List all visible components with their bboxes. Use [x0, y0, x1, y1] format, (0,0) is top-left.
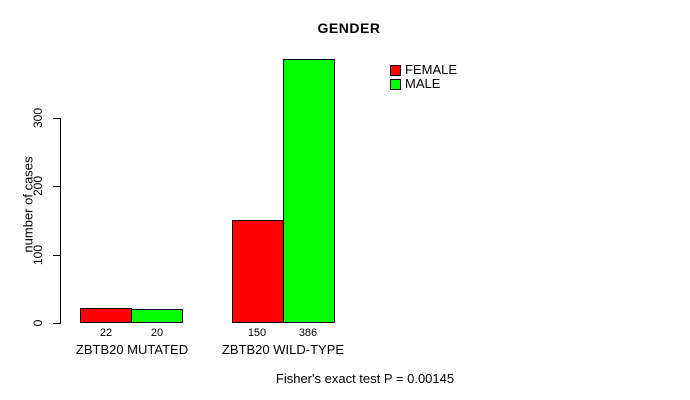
category-label-zbtb20-mutated: ZBTB20 MUTATED: [75, 342, 189, 357]
legend-item-female: FEMALE: [390, 63, 457, 77]
bar-value-label: 386: [298, 327, 318, 339]
bar-male-zbtb20-wild-type: [283, 59, 335, 323]
category-label-zbtb20-wild-type: ZBTB20 WILD-TYPE: [221, 342, 345, 357]
y-axis-line: [60, 118, 61, 324]
bar-value-label: 150: [247, 327, 267, 339]
chart-title: GENDER: [317, 20, 381, 36]
bar-female-zbtb20-mutated: [80, 308, 132, 323]
male-color-swatch: [390, 78, 401, 90]
legend-label-male: MALE: [405, 76, 441, 91]
y-tick-200: [53, 186, 61, 187]
bar-value-label: 20: [150, 327, 164, 339]
y-tick-100: [53, 255, 61, 256]
legend: FEMALE MALE: [390, 63, 457, 91]
legend-label-female: FEMALE: [405, 62, 458, 77]
bar-value-label: 22: [99, 327, 113, 339]
y-tick-300: [53, 118, 61, 119]
female-color-swatch: [390, 64, 401, 76]
bar-female-zbtb20-wild-type: [232, 220, 284, 323]
fisher-test-annotation: Fisher's exact test P = 0.00145: [275, 371, 455, 386]
y-tick-0: [53, 323, 61, 324]
legend-item-male: MALE: [390, 77, 457, 91]
bar-male-zbtb20-mutated: [131, 309, 183, 323]
plot-area: [80, 59, 335, 323]
